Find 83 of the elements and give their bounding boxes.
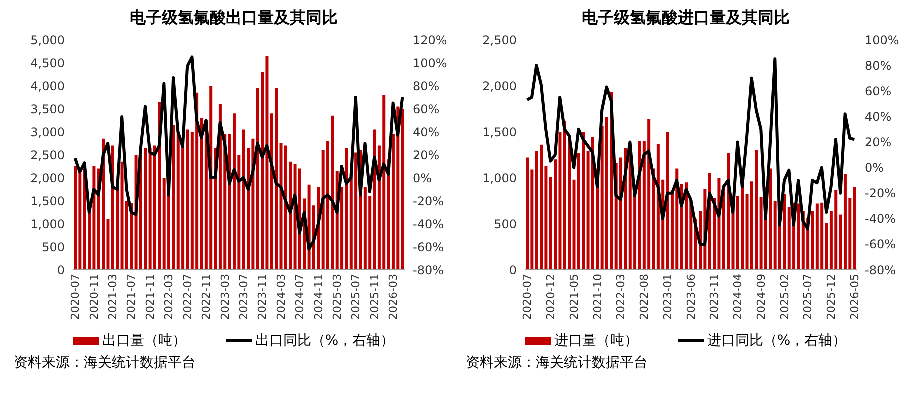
y-tick-label: 0: [509, 263, 517, 278]
x-tick-label: 2021-05: [568, 274, 581, 320]
y2-tick-label: 60%: [865, 84, 892, 98]
x-tick-label: 2021-03: [106, 274, 120, 320]
x-tick-label: 2022-11: [200, 274, 214, 320]
y2-tick-label: 40%: [413, 125, 440, 140]
chart-title: 电子级氢氟酸进口量及其同比: [581, 8, 791, 29]
x-tick-label: 2025-07: [350, 274, 363, 320]
y-tick-label: 500: [494, 217, 517, 232]
y-tick-label: 1,000: [30, 217, 65, 232]
text: 资料来源：海关统计数据平台: [13, 354, 197, 372]
y2-tick-label: 100%: [865, 33, 900, 48]
bar: [401, 109, 404, 270]
y2-tick-label: 0%: [413, 171, 432, 186]
x-tick-label: 2021-07: [125, 274, 138, 320]
x-tick-label: 2024-11: [312, 274, 326, 320]
y2-tick-label: -20%: [413, 194, 444, 208]
y2-tick-label: -60%: [413, 240, 444, 254]
x-tick-label: 2024-04: [732, 274, 745, 320]
x-tick-label: 2021-10: [591, 274, 604, 320]
x-tick-label: 2020-07: [521, 274, 534, 320]
y-tick-label: 1,000: [482, 171, 517, 186]
x-tick-label: 2025-07: [802, 274, 815, 320]
x-tick-label: 2022-08: [638, 274, 652, 320]
x-tick-label: 2026-05: [848, 274, 862, 320]
y2-tick-label: -40%: [413, 217, 444, 232]
legend-label: 进口量（吨）: [554, 332, 638, 350]
y-tick-label: 2,500: [30, 148, 65, 162]
y2-tick-label: 120%: [413, 33, 448, 48]
bar: [853, 187, 856, 270]
x-tick-label: 2020-12: [544, 274, 558, 320]
y-tick-label: 1,500: [30, 194, 65, 208]
x-tick-label: 2023-01: [661, 274, 674, 320]
x-tick-label: 2022-03: [614, 274, 628, 320]
y2-tick-label: -80%: [413, 263, 444, 278]
y2-tick-label: 20%: [865, 135, 892, 150]
y2-tick-label: 20%: [413, 148, 440, 162]
legend-label: 进口同比（%，右轴）: [707, 332, 847, 350]
y-tick-label: 0: [57, 263, 65, 278]
x-tick-label: 2025-11: [368, 274, 382, 320]
x-tick-label: 2026-03: [387, 274, 400, 320]
x-tick-label: 2022-03: [162, 274, 176, 320]
x-tick-label: 2023-06: [684, 274, 698, 320]
y2-tick-label: 100%: [413, 56, 448, 70]
x-tick-label: 2024-03: [274, 274, 288, 320]
y-tick-label: 5,000: [30, 33, 65, 48]
chart-title: 电子级氢氟酸出口量及其同比: [129, 8, 339, 29]
x-tick-label: 2022-07: [181, 274, 194, 320]
y2-tick-label: 60%: [413, 102, 440, 116]
x-tick-label: 2020-07: [69, 274, 82, 320]
y-tick-label: 2,500: [482, 33, 517, 48]
y2-tick-label: -80%: [865, 263, 896, 278]
legend-label: 出口量（吨）: [102, 332, 186, 350]
legend-label: 出口同比（%，右轴）: [255, 332, 395, 350]
y2-tick-label: 80%: [865, 58, 892, 73]
y-tick-label: 1,500: [482, 125, 517, 140]
x-tick-label: 2023-11: [708, 274, 722, 320]
y-tick-label: 4,000: [30, 79, 65, 94]
y-tick-label: 2,000: [30, 171, 65, 186]
text: 资料来源：海关统计数据平台: [465, 354, 649, 372]
x-tick-label: 2020-11: [88, 274, 101, 320]
x-tick-label: 2023-11: [256, 274, 270, 320]
line-series: [526, 58, 856, 246]
y-tick-label: 4,500: [30, 56, 65, 70]
x-tick-label: 2025-02: [778, 274, 792, 320]
y2-tick-label: 40%: [865, 110, 892, 124]
y2-tick-label: -60%: [865, 238, 896, 252]
y2-tick-label: -20%: [865, 186, 896, 201]
y-tick-label: 500: [42, 240, 65, 254]
x-tick-label: 2024-07: [294, 274, 307, 320]
line-series: [74, 56, 404, 251]
y2-tick-label: 80%: [413, 79, 440, 94]
x-tick-label: 2021-11: [144, 274, 157, 320]
x-tick-label: 2023-07: [237, 274, 250, 320]
y-tick-label: 2,000: [482, 79, 517, 94]
y2-tick-label: -40%: [865, 212, 896, 226]
x-tick-label: 2023-03: [218, 274, 232, 320]
x-tick-label: 2025-12: [825, 274, 838, 320]
y2-tick-label: 0%: [865, 161, 884, 176]
y-tick-label: 3,500: [30, 102, 65, 116]
x-tick-label: 2024-09: [754, 274, 768, 320]
y-tick-label: 3,000: [30, 125, 65, 140]
x-tick-label: 2025-03: [331, 274, 344, 320]
